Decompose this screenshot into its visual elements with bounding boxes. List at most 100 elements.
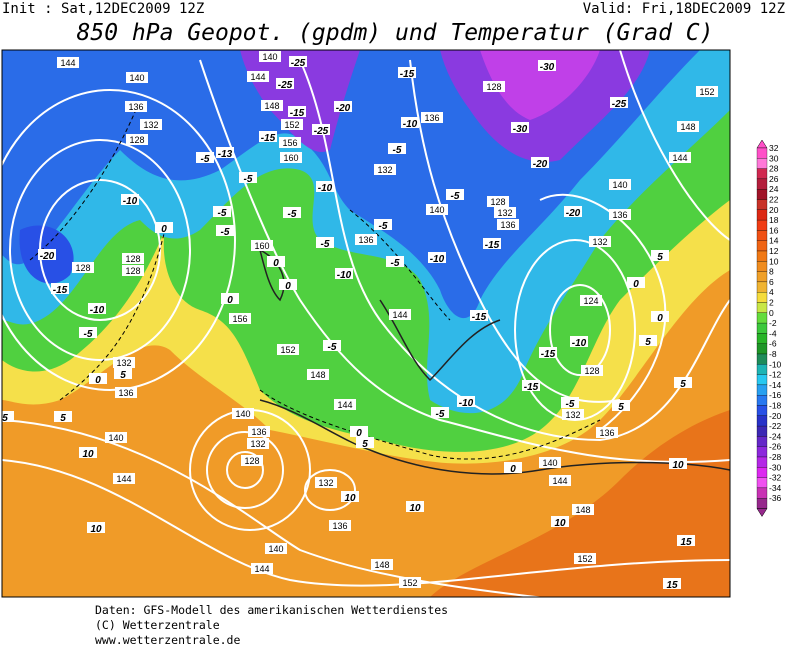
temperature-label: 0 (273, 258, 279, 269)
height-label: 128 (125, 254, 140, 264)
temperature-label: -5 (221, 227, 230, 238)
colorbar-label: -34 (769, 483, 782, 493)
height-label: 152 (402, 578, 417, 588)
colorbar-cell (756, 498, 768, 509)
height-label-box (315, 477, 337, 488)
temperature-label-box (428, 252, 446, 263)
temperature-label: 15 (666, 580, 678, 591)
height-label: 136 (612, 210, 627, 220)
height-label-box (122, 253, 144, 264)
height-label: 136 (128, 102, 143, 112)
colorbar-cell (756, 178, 768, 190)
temperature-label-box (335, 268, 353, 279)
temperature-label: -15 (53, 285, 68, 296)
temperature-label: -5 (391, 258, 400, 269)
temperature-label-box (312, 124, 330, 135)
temperature-label: -10 (459, 398, 474, 409)
temperature-label-box (88, 303, 106, 314)
colorbar-label: 18 (769, 215, 779, 225)
temperature-label: -20 (533, 159, 548, 170)
colorbar-cell (756, 189, 768, 200)
temperature-label-box (551, 516, 569, 527)
height-label-box (539, 457, 561, 468)
colorbar-label: 0 (769, 308, 774, 318)
colorbar-cell (756, 240, 768, 252)
temperature-label-box (259, 131, 277, 142)
temperature-label: -15 (472, 312, 487, 323)
colorbar-label: -18 (769, 401, 782, 411)
height-label-box (334, 399, 356, 410)
temperature-label: 0 (95, 375, 101, 386)
height-label-box (677, 121, 699, 132)
colorbar-label: 32 (769, 143, 779, 153)
temperature-label-box (316, 181, 334, 192)
height-label: 144 (392, 310, 407, 320)
temperature-label: -5 (218, 208, 227, 219)
height-label: 156 (282, 138, 297, 148)
temperature-label-box (504, 462, 522, 473)
temperature-label-box (669, 458, 687, 469)
colorbar-label: 12 (769, 246, 779, 256)
temperature-label: -10 (123, 196, 138, 207)
temperature-label-box (267, 256, 285, 267)
height-label-box (574, 553, 596, 564)
height-label: 132 (318, 478, 333, 488)
temperature-label-box (356, 437, 374, 448)
temperature-label-box (87, 522, 105, 533)
temperature-label-box (522, 380, 540, 391)
temperature-label: -13 (218, 149, 233, 160)
height-label: 128 (244, 456, 259, 466)
temperature-label: 5 (657, 252, 663, 263)
height-label-box (247, 71, 269, 82)
temperature-label: -15 (290, 108, 305, 119)
height-label-box (483, 81, 505, 92)
height-label-box (669, 152, 691, 163)
height-label: 152 (699, 87, 714, 97)
temperature-label-box (54, 411, 72, 422)
temperature-label: -15 (524, 382, 539, 393)
height-label-box (421, 112, 443, 123)
height-label-box (126, 134, 148, 145)
temperature-label-box (341, 491, 359, 502)
colorbar-cell (756, 384, 768, 396)
footer-source: Daten: GFS-Modell des amerikanischen Wet… (95, 603, 448, 617)
temperature-label: 0 (356, 428, 362, 439)
temperature-label: -5 (321, 239, 330, 250)
height-label: 144 (250, 72, 265, 82)
temperature-label: -5 (436, 409, 445, 420)
temperature-label: 0 (510, 464, 516, 475)
height-label: 152 (280, 345, 295, 355)
colorbar-cell (756, 436, 768, 447)
height-label-box (232, 408, 254, 419)
temperature-label: 5 (2, 413, 8, 424)
colorbar-cell (756, 312, 768, 324)
temperature-label-box (538, 60, 556, 71)
colorbar-cell (756, 209, 768, 221)
colorbar-label: -14 (769, 380, 782, 390)
temperature-label-box (121, 194, 139, 205)
colorbar-label: 8 (769, 267, 774, 277)
height-label: 148 (264, 101, 279, 111)
height-label-box (399, 577, 421, 588)
height-label-box (115, 387, 137, 398)
title: 850 hPa Geopot. (gpdm) und Temperatur (G… (77, 20, 714, 46)
height-label-box (497, 219, 519, 230)
height-label-box (581, 365, 603, 376)
height-label-box (113, 357, 135, 368)
temperature-label-box (627, 277, 645, 288)
height-label: 136 (599, 428, 614, 438)
height-label-box (251, 563, 273, 574)
temperature-label: 0 (633, 279, 639, 290)
height-label: 136 (358, 235, 373, 245)
temperature-label: -5 (393, 145, 402, 156)
temperature-label: 0 (227, 295, 233, 306)
temperature-label: -10 (318, 183, 333, 194)
temperature-label: -20 (336, 103, 351, 114)
init-time: Init : Sat,12DEC2009 12Z (2, 1, 204, 17)
height-label-box (549, 475, 571, 486)
height-label-box (572, 504, 594, 515)
temperature-label: -20 (566, 208, 581, 219)
height-label-box (609, 209, 631, 220)
colorbar-label: -2 (769, 318, 777, 328)
temperature-label-box (470, 310, 488, 321)
